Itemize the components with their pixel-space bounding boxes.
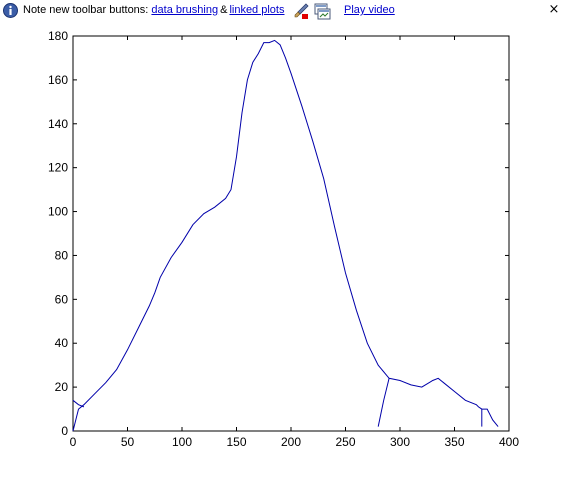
x-tick-label: 50 — [121, 435, 135, 449]
y-tick-label: 100 — [48, 205, 68, 219]
ampersand-text: & — [220, 4, 228, 16]
plot-area — [72, 35, 510, 432]
series-line-3 — [377, 378, 390, 427]
data-brushing-link[interactable]: data brushing — [151, 4, 219, 16]
play-video-link[interactable]: Play video — [344, 4, 395, 16]
y-tick-label: 40 — [55, 336, 69, 350]
info-message: Note new toolbar buttons: data brushing &… — [23, 4, 284, 16]
y-tick-label: 120 — [48, 161, 68, 175]
x-tick-label: 0 — [70, 435, 77, 449]
y-tick-label: 160 — [48, 73, 68, 87]
info-bar: Note new toolbar buttons: data brushing &… — [0, 0, 562, 22]
y-tick-label: 60 — [55, 292, 69, 306]
info-note-text: Note new toolbar buttons: — [23, 4, 149, 16]
x-tick-label: 400 — [499, 435, 519, 449]
series-line-2 — [72, 399, 85, 408]
x-tick-label: 100 — [172, 435, 192, 449]
line-chart: 0 50 100 150 200 250 300 350 400 0 20 40 60 80 100 120 1… — [48, 29, 519, 449]
x-tick-label: 350 — [444, 435, 464, 449]
x-tick-label: 250 — [335, 435, 355, 449]
series-line-1 — [72, 39, 499, 432]
close-icon[interactable]: × — [548, 2, 560, 17]
x-tick-label: 200 — [281, 435, 301, 449]
y-tick-label: 180 — [48, 29, 68, 43]
linked-plots-link[interactable]: linked plots — [229, 4, 285, 16]
x-tick-label: 300 — [390, 435, 410, 449]
y-tick-label: 20 — [55, 380, 69, 394]
info-icon — [3, 3, 18, 18]
y-tick-label: 80 — [55, 248, 69, 262]
data-brushing-icon[interactable] — [292, 2, 310, 20]
y-tick-label: 0 — [61, 424, 68, 438]
y-tick-label: 140 — [48, 117, 68, 131]
x-tick-label: 150 — [226, 435, 246, 449]
linked-plots-icon[interactable] — [313, 2, 331, 20]
